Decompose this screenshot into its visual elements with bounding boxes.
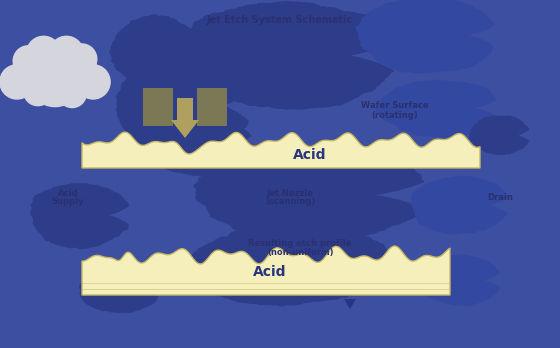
Text: Resulting etch profile: Resulting etch profile: [248, 238, 352, 247]
Text: Jet Etch System Schematic: Jet Etch System Schematic: [207, 15, 353, 25]
Circle shape: [26, 36, 60, 71]
Text: Acid: Acid: [58, 189, 78, 198]
Polygon shape: [177, 2, 397, 109]
Circle shape: [55, 50, 97, 92]
Polygon shape: [171, 98, 199, 138]
Polygon shape: [150, 114, 250, 176]
Polygon shape: [418, 255, 500, 306]
Circle shape: [76, 65, 110, 99]
Text: Acid: Acid: [253, 265, 287, 279]
Polygon shape: [356, 0, 494, 73]
Polygon shape: [31, 184, 128, 248]
Text: (scanning): (scanning): [265, 198, 315, 206]
Text: Acid: Acid: [293, 148, 326, 163]
Circle shape: [58, 79, 86, 108]
FancyBboxPatch shape: [197, 88, 227, 126]
Polygon shape: [116, 47, 252, 162]
Circle shape: [29, 53, 82, 106]
Polygon shape: [470, 116, 529, 155]
Circle shape: [49, 36, 83, 71]
Text: (non-uniform): (non-uniform): [267, 247, 333, 256]
Circle shape: [0, 65, 34, 99]
FancyBboxPatch shape: [143, 88, 173, 126]
Polygon shape: [194, 150, 424, 241]
Text: Supply: Supply: [52, 198, 84, 206]
Text: Wafer Surface: Wafer Surface: [361, 101, 429, 110]
Polygon shape: [80, 268, 158, 313]
Text: (rotating): (rotating): [372, 111, 418, 120]
Polygon shape: [110, 15, 198, 85]
Text: Jet Nozzle: Jet Nozzle: [267, 189, 314, 198]
Circle shape: [15, 53, 53, 92]
Circle shape: [13, 46, 44, 76]
Polygon shape: [185, 223, 389, 306]
Polygon shape: [411, 176, 508, 234]
Polygon shape: [82, 246, 450, 295]
Polygon shape: [376, 80, 497, 137]
Circle shape: [67, 44, 97, 74]
Circle shape: [34, 46, 76, 88]
Circle shape: [24, 77, 52, 106]
Polygon shape: [82, 132, 480, 168]
Text: Drain: Drain: [487, 193, 513, 203]
Polygon shape: [344, 299, 356, 309]
